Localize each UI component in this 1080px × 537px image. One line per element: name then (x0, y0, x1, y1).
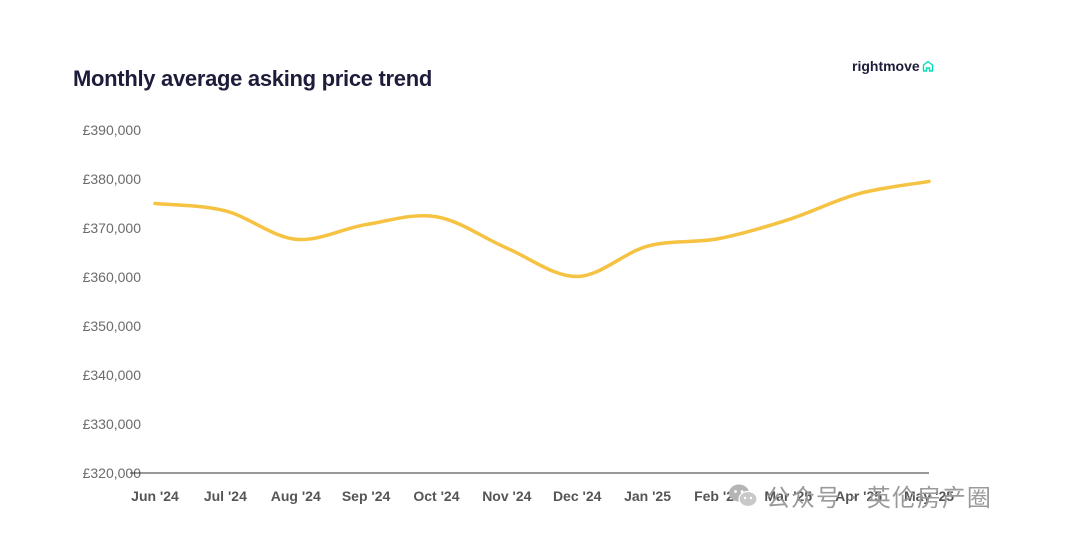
brand-name: rightmove (852, 58, 920, 74)
data-point (786, 218, 790, 222)
data-point (927, 179, 931, 183)
x-tick-label: Nov '24 (482, 488, 531, 504)
data-point (505, 246, 509, 250)
x-tick-label: Dec '24 (553, 488, 602, 504)
x-tick-label: Aug '24 (271, 488, 321, 504)
y-tick-label: £350,000 (83, 318, 142, 334)
y-axis-ticks: £320,000 £330,000 £340,000 £350,000 £360,000… (83, 122, 142, 481)
chart-title: Monthly average asking price trend (73, 66, 433, 91)
y-tick-label: £370,000 (83, 220, 142, 236)
y-tick-label: £360,000 (83, 269, 142, 285)
y-tick-label: £380,000 (83, 171, 142, 187)
data-point (716, 237, 720, 241)
data-point (364, 223, 368, 227)
y-tick-label: £330,000 (83, 416, 142, 432)
x-tick-label: Apr '25 (835, 488, 882, 504)
watermark: 公众号 · 英伦房产圈 (728, 478, 992, 513)
data-point (294, 237, 298, 241)
x-tick-label: Sep '24 (342, 488, 391, 504)
x-tick-label: Jul '24 (204, 488, 247, 504)
x-tick-label: Oct '24 (413, 488, 459, 504)
data-points (153, 179, 931, 279)
y-tick-label: £390,000 (83, 122, 142, 138)
watermark-text: 公众号 · 英伦房产圈 (766, 484, 992, 512)
data-point (153, 202, 157, 205)
data-point (434, 215, 438, 219)
x-tick-label: Jun '24 (131, 488, 179, 504)
house-icon (922, 60, 933, 72)
x-tick-label: May '25 (904, 488, 954, 504)
series-line (153, 179, 931, 279)
y-tick-label: £320,000 (83, 465, 142, 481)
x-axis-ticks: Jun '24 Jul '24 Aug '24 Sep '24 Oct '24 Nov '… (131, 488, 954, 504)
brand-logo: rightmove (852, 58, 934, 74)
data-point (857, 192, 861, 196)
data-point (223, 209, 227, 213)
wechat-icon (729, 484, 758, 507)
y-tick-label: £340,000 (83, 367, 142, 383)
data-point (575, 275, 579, 279)
x-tick-label: Jan '25 (624, 488, 671, 504)
data-point (646, 244, 650, 248)
x-tick-label: Mar '25 (764, 488, 812, 504)
